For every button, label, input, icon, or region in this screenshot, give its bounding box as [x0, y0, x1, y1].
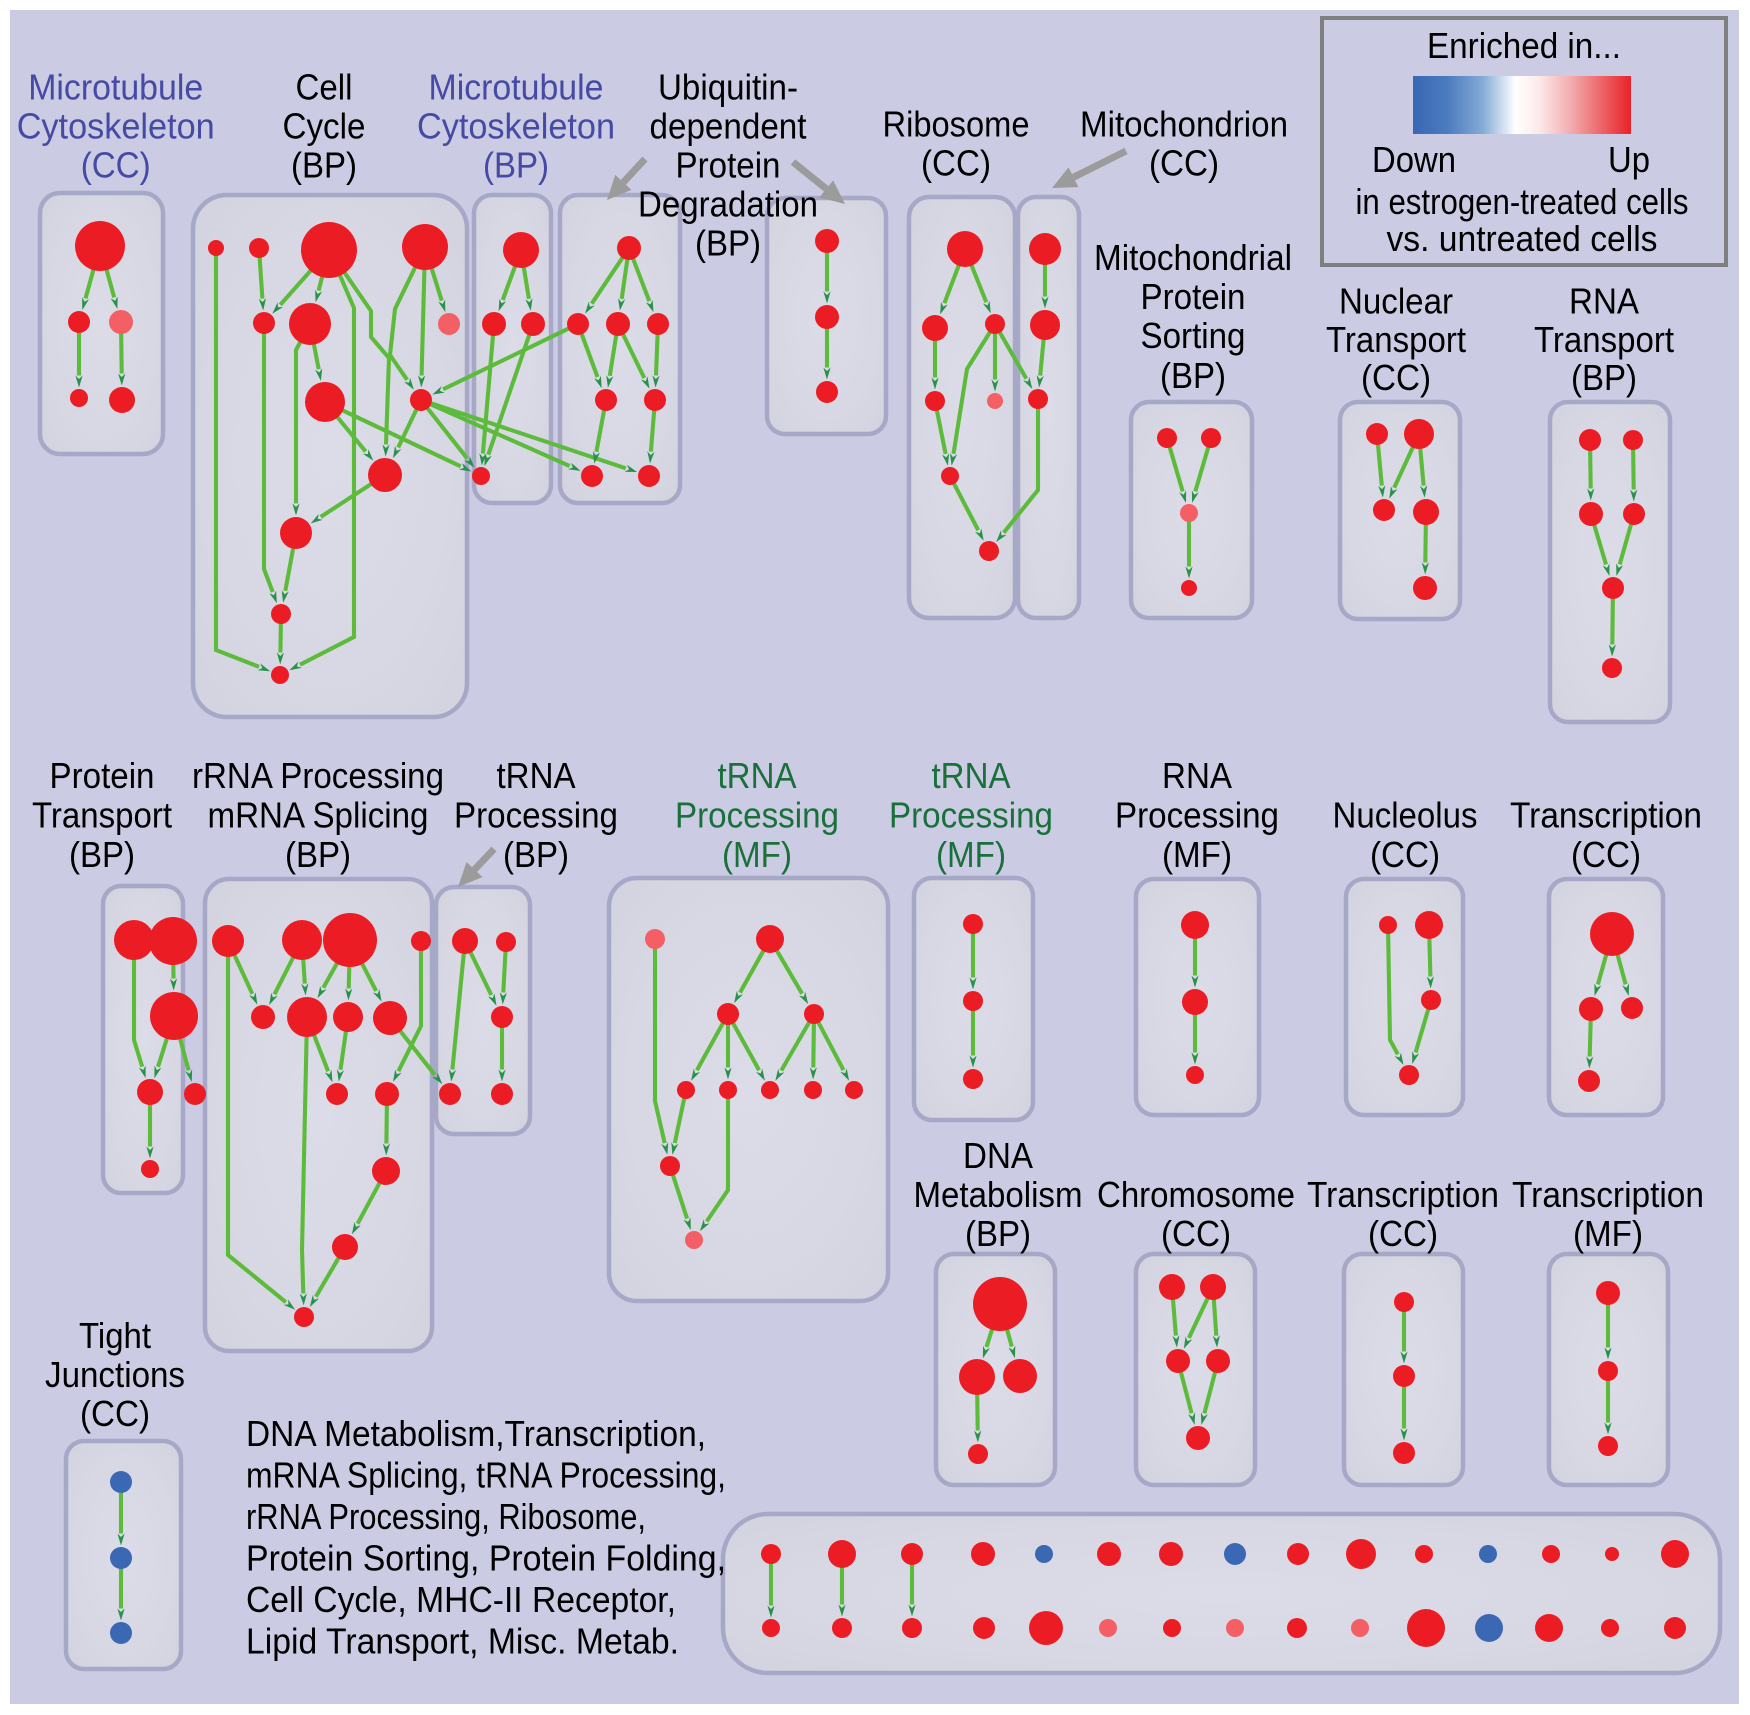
svg-text:Cell Cycle, MHC-II Receptor,: Cell Cycle, MHC-II Receptor, [246, 1579, 676, 1620]
svg-text:Down: Down [1372, 139, 1456, 180]
svg-text:DNA: DNA [963, 1135, 1033, 1176]
svg-text:Chromosome: Chromosome [1097, 1174, 1295, 1215]
svg-text:(MF): (MF) [722, 834, 792, 875]
svg-text:Microtubule: Microtubule [28, 66, 203, 107]
svg-text:Mitochondrion: Mitochondrion [1080, 104, 1288, 145]
svg-text:(MF): (MF) [936, 834, 1006, 875]
svg-text:Nucleolus: Nucleolus [1333, 795, 1478, 836]
svg-text:rRNA Processing: rRNA Processing [192, 755, 444, 796]
svg-text:(CC): (CC) [1368, 1213, 1438, 1254]
svg-text:Sorting: Sorting [1141, 315, 1246, 356]
svg-text:(CC): (CC) [81, 145, 151, 186]
svg-text:Ribosome: Ribosome [883, 104, 1030, 145]
svg-text:Transport: Transport [32, 795, 172, 836]
svg-text:(CC): (CC) [1571, 834, 1641, 875]
svg-text:Tight: Tight [79, 1315, 151, 1356]
svg-text:Mitochondrial: Mitochondrial [1094, 237, 1292, 278]
svg-text:Protein: Protein [50, 755, 155, 796]
svg-text:Up: Up [1608, 139, 1650, 180]
svg-text:(BP): (BP) [291, 145, 357, 186]
svg-text:RNA: RNA [1569, 281, 1639, 322]
svg-text:(BP): (BP) [285, 834, 351, 875]
svg-text:Cytoskeleton: Cytoskeleton [17, 105, 215, 146]
svg-text:Protein: Protein [676, 145, 781, 186]
svg-text:(CC): (CC) [1149, 143, 1219, 184]
svg-text:rRNA Processing, Ribosome,: rRNA Processing, Ribosome, [246, 1496, 646, 1537]
svg-text:Protein Sorting, Protein Foldi: Protein Sorting, Protein Folding, [246, 1538, 726, 1579]
svg-text:Transport: Transport [1534, 319, 1674, 360]
svg-text:Enriched in...: Enriched in... [1427, 25, 1621, 66]
svg-text:(BP): (BP) [695, 222, 761, 263]
svg-text:mRNA Splicing: mRNA Splicing [208, 795, 429, 836]
svg-text:(CC): (CC) [1361, 357, 1431, 398]
svg-text:(BP): (BP) [965, 1213, 1031, 1254]
svg-text:tRNA: tRNA [932, 755, 1011, 796]
svg-text:Junctions: Junctions [45, 1354, 185, 1395]
svg-text:(MF): (MF) [1573, 1213, 1643, 1254]
svg-text:Cytoskeleton: Cytoskeleton [417, 105, 615, 146]
svg-text:dependent: dependent [650, 105, 807, 146]
svg-text:Transcription: Transcription [1512, 1174, 1704, 1215]
svg-text:Transcription: Transcription [1307, 1174, 1499, 1215]
svg-text:(MF): (MF) [1162, 834, 1232, 875]
svg-text:Nuclear: Nuclear [1339, 281, 1453, 322]
svg-text:Transcription: Transcription [1510, 795, 1702, 836]
svg-text:Processing: Processing [1115, 795, 1279, 836]
svg-text:tRNA: tRNA [718, 755, 797, 796]
svg-text:Lipid Transport, Misc. Metab.: Lipid Transport, Misc. Metab. [246, 1621, 679, 1662]
svg-text:(BP): (BP) [1571, 357, 1637, 398]
svg-text:(CC): (CC) [1161, 1213, 1231, 1254]
svg-text:tRNA: tRNA [497, 755, 576, 796]
svg-text:Processing: Processing [675, 795, 839, 836]
svg-text:in estrogen-treated cells: in estrogen-treated cells [1356, 181, 1689, 222]
svg-text:Microtubule: Microtubule [429, 66, 604, 107]
svg-text:(BP): (BP) [1160, 355, 1226, 396]
svg-text:Cell: Cell [296, 66, 353, 107]
svg-text:(CC): (CC) [80, 1393, 150, 1434]
svg-text:(CC): (CC) [1370, 834, 1440, 875]
svg-text:Protein: Protein [1141, 276, 1246, 317]
svg-text:DNA Metabolism,Transcription,: DNA Metabolism,Transcription, [246, 1413, 706, 1454]
svg-text:mRNA Splicing, tRNA Processing: mRNA Splicing, tRNA Processing, [246, 1455, 726, 1496]
svg-text:Ubiquitin-: Ubiquitin- [658, 66, 798, 107]
svg-text:Metabolism: Metabolism [914, 1174, 1083, 1215]
svg-text:RNA: RNA [1162, 755, 1232, 796]
svg-text:Processing: Processing [454, 795, 618, 836]
svg-text:vs. untreated cells: vs. untreated cells [1387, 218, 1658, 259]
svg-text:Processing: Processing [889, 795, 1053, 836]
svg-text:(BP): (BP) [483, 145, 549, 186]
svg-text:(BP): (BP) [503, 834, 569, 875]
svg-text:Degradation: Degradation [638, 184, 818, 225]
svg-text:Transport: Transport [1326, 319, 1466, 360]
svg-text:(BP): (BP) [69, 834, 135, 875]
svg-text:Cycle: Cycle [283, 105, 366, 146]
svg-text:(CC): (CC) [921, 143, 991, 184]
